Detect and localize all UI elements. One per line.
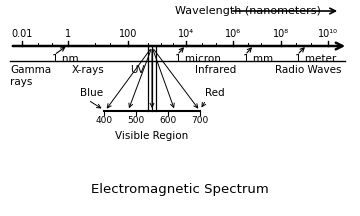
Text: 400: 400 — [95, 116, 113, 125]
Text: Red: Red — [205, 88, 225, 98]
Text: Electromagnetic Spectrum: Electromagnetic Spectrum — [91, 183, 269, 196]
Text: 100: 100 — [119, 29, 137, 39]
Text: 10⁸: 10⁸ — [273, 29, 289, 39]
Text: 10⁴: 10⁴ — [178, 29, 194, 39]
Text: Wavelength (nanometers): Wavelength (nanometers) — [175, 6, 321, 16]
Text: 0.01: 0.01 — [11, 29, 33, 39]
Text: X-rays: X-rays — [72, 65, 105, 75]
Text: 1: 1 — [65, 29, 71, 39]
Text: Radio Waves: Radio Waves — [275, 65, 342, 75]
Text: Blue: Blue — [80, 88, 103, 98]
Text: 500: 500 — [127, 116, 145, 125]
Text: Visible Region: Visible Region — [115, 131, 189, 141]
Text: 10⁶: 10⁶ — [225, 29, 241, 39]
Text: 1 nm: 1 nm — [52, 54, 78, 64]
Text: 10¹⁰: 10¹⁰ — [318, 29, 338, 39]
Text: 1 micron: 1 micron — [175, 54, 221, 64]
Text: 1 mm: 1 mm — [243, 54, 273, 64]
Text: 700: 700 — [192, 116, 209, 125]
Text: Gamma
rays: Gamma rays — [10, 65, 51, 87]
Text: Infrared: Infrared — [195, 65, 236, 75]
Text: UV: UV — [130, 65, 145, 75]
Text: 600: 600 — [159, 116, 177, 125]
Text: 1 meter: 1 meter — [295, 54, 336, 64]
